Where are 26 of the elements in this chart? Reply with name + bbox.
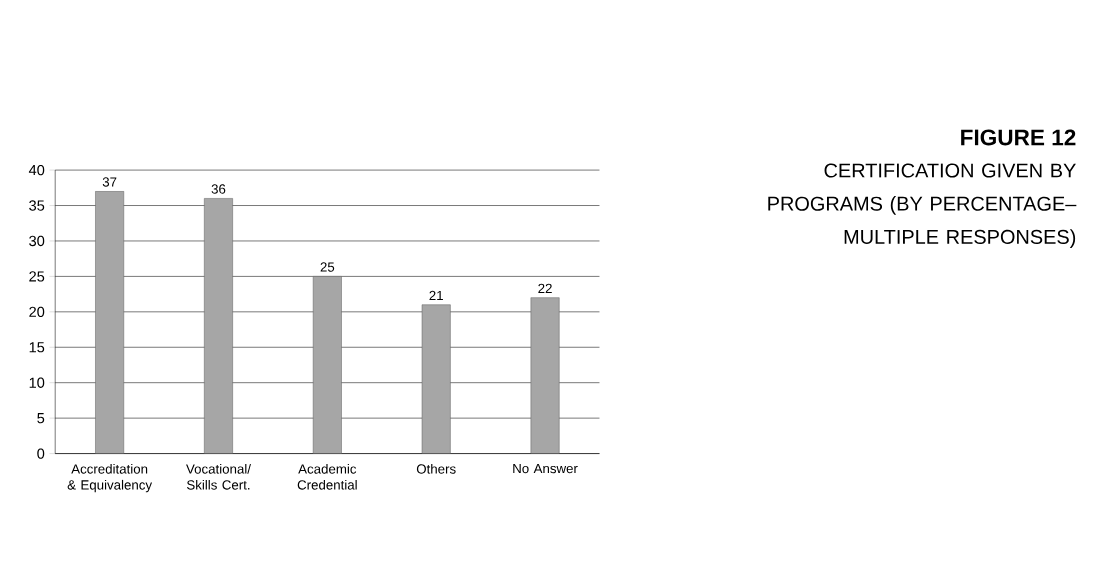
x-tick-label: Accreditation & Equivalency (67, 463, 153, 493)
y-tick-label: 20 (29, 306, 45, 317)
y-tick-label: 15 (29, 342, 45, 353)
x-tick-label: No Answer (513, 463, 578, 474)
data-label: 25 (320, 262, 335, 272)
y-tick-label: 30 (29, 235, 45, 247)
y-tick-label: 40 (28, 164, 45, 176)
bar (421, 304, 451, 454)
bar (95, 190, 125, 454)
x-tick-label: Others (416, 463, 456, 474)
y-tick-label: 25 (29, 271, 45, 282)
x-tick-label: Vocational/ Skills Cert. (186, 463, 251, 490)
bar (312, 276, 342, 454)
data-label: 21 (429, 290, 443, 300)
text: CERTIFICATION GIVEN BY PROGRAMS (BY PERCENTAGE– MULTIPLE RESPONSES) (768, 163, 1077, 248)
data-label: 36 (211, 184, 226, 194)
text: FIGURE 12 (961, 129, 1076, 146)
bar (530, 297, 560, 454)
data-label: 22 (538, 283, 552, 293)
y-tick-label: 5 (37, 412, 45, 424)
bar (204, 198, 233, 454)
x-tick-label: Academic Credential (297, 463, 357, 490)
y-tick-label: 35 (29, 200, 45, 211)
y-tick-label: 0 (37, 448, 45, 459)
data-label: 37 (102, 177, 117, 187)
y-tick-label: 10 (29, 377, 45, 388)
